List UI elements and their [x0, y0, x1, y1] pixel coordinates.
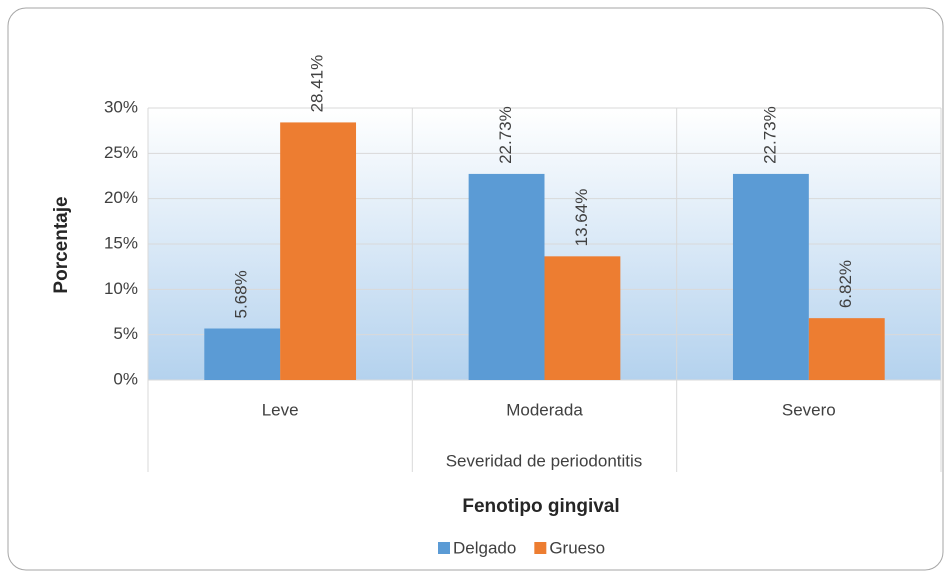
data-label: 22.73%	[496, 106, 515, 164]
data-label: 28.41%	[308, 55, 327, 113]
bar	[544, 256, 621, 380]
y-tick-label: 5%	[113, 324, 138, 343]
data-label: 6.82%	[836, 260, 855, 308]
data-label: 22.73%	[760, 106, 779, 164]
x-tick-label: Moderada	[506, 400, 583, 419]
y-tick-label: 0%	[113, 369, 138, 388]
data-label: 13.64%	[572, 189, 591, 247]
legend-swatch	[534, 542, 547, 554]
bar	[204, 328, 281, 380]
y-tick-label: 10%	[104, 279, 138, 298]
y-tick-label: 25%	[104, 143, 138, 162]
x-axis-title: Severidad de periodontitis	[446, 451, 643, 470]
bar	[732, 173, 809, 380]
bar	[808, 318, 885, 380]
legend-label: Grueso	[549, 538, 605, 557]
y-tick-label: 30%	[104, 97, 138, 116]
y-axis-title: Porcentaje	[51, 196, 72, 293]
data-label: 5.68%	[232, 270, 251, 318]
bar	[280, 122, 357, 380]
x-tick-label: Leve	[262, 400, 299, 419]
legend-swatch	[438, 542, 450, 554]
legend-label: Delgado	[453, 538, 516, 557]
y-tick-label: 15%	[104, 233, 138, 252]
y-tick-label: 20%	[104, 188, 138, 207]
legend-title: Fenotipo gingival	[462, 496, 619, 517]
bar	[468, 173, 545, 380]
x-tick-label: Severo	[782, 400, 836, 419]
